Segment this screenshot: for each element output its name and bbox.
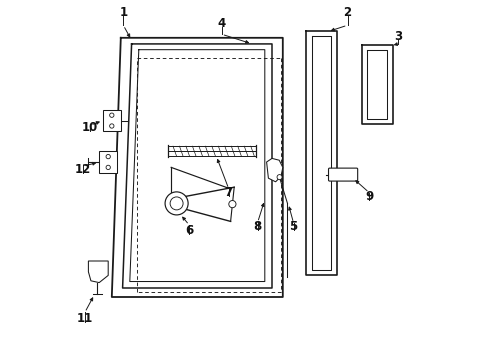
Text: 6: 6 [185,224,194,237]
Circle shape [165,192,188,215]
Circle shape [229,201,236,208]
Text: 4: 4 [218,17,226,30]
FancyBboxPatch shape [99,151,117,173]
Polygon shape [88,261,108,283]
Circle shape [170,197,183,210]
FancyBboxPatch shape [103,110,121,131]
Text: 1: 1 [119,6,127,19]
Text: 5: 5 [290,220,298,233]
Circle shape [106,154,110,159]
FancyBboxPatch shape [328,168,358,181]
Text: 8: 8 [253,220,262,233]
Text: 10: 10 [82,121,98,134]
Circle shape [110,124,114,128]
Text: 11: 11 [76,312,93,325]
Polygon shape [267,158,283,182]
Circle shape [106,165,110,170]
Text: 12: 12 [75,163,91,176]
Text: 3: 3 [394,30,402,42]
Text: 9: 9 [365,190,373,203]
Text: 2: 2 [343,6,352,19]
Circle shape [110,113,114,117]
Text: 7: 7 [225,186,233,199]
Circle shape [277,175,282,180]
